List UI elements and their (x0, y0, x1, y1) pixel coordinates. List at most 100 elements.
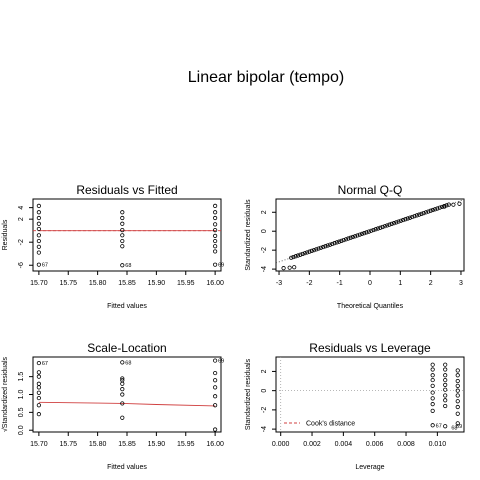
normal-qq-ytick-label: -4 (261, 266, 268, 272)
residuals-vs-leverage-point (430, 373, 435, 378)
residuals-vs-fitted-xtick-label: 16.00 (206, 280, 224, 287)
normal-qq-point (355, 233, 360, 238)
residuals-vs-leverage-xtick-label: 0.000 (272, 441, 290, 448)
residuals-vs-fitted-point (213, 238, 218, 244)
residuals-vs-leverage-point (443, 424, 448, 429)
residuals-vs-fitted-frame (32, 198, 222, 272)
scale-location-xlabel: Fitted values (107, 464, 147, 471)
normal-qq-xtick-label: -3 (276, 280, 282, 287)
normal-qq-xtick-label: 0 (368, 280, 372, 287)
normal-qq-point (419, 211, 424, 216)
scale-location-panel: Scale-Location Fitted values √Standardized… (1, 341, 224, 471)
normal-qq-point (403, 217, 408, 222)
normal-qq-xtick-label: 2 (429, 280, 433, 287)
normal-qq-ytick-label: -2 (261, 247, 268, 253)
scale-location-point (36, 370, 41, 375)
normal-qq-point (295, 253, 301, 258)
normal-qq-point (373, 227, 378, 232)
normal-qq-point (417, 212, 422, 217)
residuals-vs-leverage-frame (275, 356, 465, 433)
normal-qq-point (350, 234, 355, 240)
residuals-vs-leverage-point (443, 362, 448, 367)
residuals-vs-fitted-xtick-label: 15.70 (30, 280, 48, 287)
residuals-vs-leverage-point (430, 377, 435, 383)
residuals-vs-leverage-ytick-label: 0 (261, 389, 268, 393)
normal-qq-point (287, 265, 292, 270)
scale-location-point (213, 378, 218, 383)
normal-qq-point (302, 251, 307, 256)
normal-qq-point (348, 235, 353, 240)
scale-location-frame (32, 356, 222, 433)
residuals-vs-leverage-point (430, 367, 435, 372)
normal-qq-point (307, 249, 312, 254)
scale-location-ytick-label: 0.0 (18, 425, 25, 435)
normal-qq-ytick-label: 2 (261, 210, 268, 214)
scale-location-point (213, 394, 218, 399)
residuals-vs-leverage-point (430, 383, 435, 388)
normal-qq-point (362, 231, 367, 236)
normal-qq-point (332, 241, 337, 246)
normal-qq-ytick-label: 0 (261, 229, 268, 233)
residuals-vs-fitted-xtick-label: 15.85 (118, 280, 136, 287)
residuals-vs-leverage-annotation: 69 (456, 424, 462, 430)
normal-qq-point (325, 243, 330, 248)
normal-qq-point (323, 244, 328, 249)
normal-qq-xlabel: Theoretical Quantiles (337, 303, 404, 310)
residuals-vs-fitted-annotation: 69 (218, 263, 224, 269)
scale-location-point (213, 385, 218, 390)
scale-location-point (213, 427, 218, 432)
residuals-vs-leverage-point (455, 411, 460, 416)
residuals-vs-leverage-ylabel: Standardized residuals (245, 358, 252, 430)
scale-location-xtick-label: 15.80 (89, 441, 107, 448)
normal-qq-point (298, 252, 303, 257)
residuals-vs-fitted-xlabel: Fitted values (107, 303, 147, 310)
scale-location-point (36, 381, 41, 386)
residuals-vs-fitted-ytick-label: 2 (18, 217, 25, 221)
residuals-vs-fitted-point (213, 233, 218, 238)
residuals-vs-fitted-point (36, 210, 41, 215)
normal-qq-point (414, 213, 419, 218)
residuals-vs-fitted-point (120, 221, 125, 226)
normal-qq-title: Normal Q-Q (338, 183, 403, 197)
residuals-vs-fitted-point (213, 222, 218, 227)
scale-location-ytick-label: 1.0 (18, 390, 25, 400)
scale-location-annotation: 69 (218, 359, 224, 365)
scale-location-smooth-line (38, 401, 216, 407)
scale-location-point (36, 412, 41, 417)
residuals-vs-fitted-annotation: 67 (42, 263, 48, 269)
normal-qq-point (369, 228, 374, 233)
normal-qq-point (439, 204, 445, 210)
scale-location-point (36, 360, 41, 366)
residuals-vs-fitted-point (120, 210, 125, 215)
residuals-vs-leverage-point (443, 373, 448, 378)
normal-qq-point (435, 206, 440, 211)
residuals-vs-leverage-point (430, 423, 435, 428)
scale-location-point (213, 370, 218, 376)
normal-qq-point (366, 229, 371, 234)
normal-qq-point (292, 265, 297, 270)
normal-qq-point (291, 254, 296, 260)
residuals-vs-leverage-xtick-label: 0.008 (397, 441, 415, 448)
residuals-vs-leverage-point (443, 403, 448, 409)
residuals-vs-fitted-point (213, 249, 218, 254)
residuals-vs-fitted-point (36, 233, 41, 238)
normal-qq-point (389, 221, 394, 226)
normal-qq-point (327, 242, 333, 247)
diagnostic-panels: Residuals vs Fitted Fitted values Residual… (1, 183, 465, 471)
residuals-vs-leverage-point (455, 383, 460, 388)
figure-title: Linear bipolar (tempo) (188, 69, 345, 86)
normal-qq-point (398, 218, 403, 223)
scale-location-ytick-label: 0.5 (18, 407, 25, 417)
normal-qq-point (457, 201, 462, 206)
normal-qq-point (385, 223, 390, 228)
residuals-vs-fitted-point (36, 226, 41, 232)
scale-location-title: Scale-Location (87, 341, 166, 355)
residuals-vs-leverage-point (455, 404, 460, 410)
normal-qq-point (428, 208, 433, 213)
residuals-vs-fitted-point (213, 210, 218, 215)
residuals-vs-fitted-point (213, 244, 218, 249)
scale-location-point (213, 403, 218, 408)
scale-location-xtick-label: 15.70 (30, 441, 48, 448)
scale-location-point (36, 403, 41, 408)
residuals-vs-fitted-point (120, 263, 125, 268)
